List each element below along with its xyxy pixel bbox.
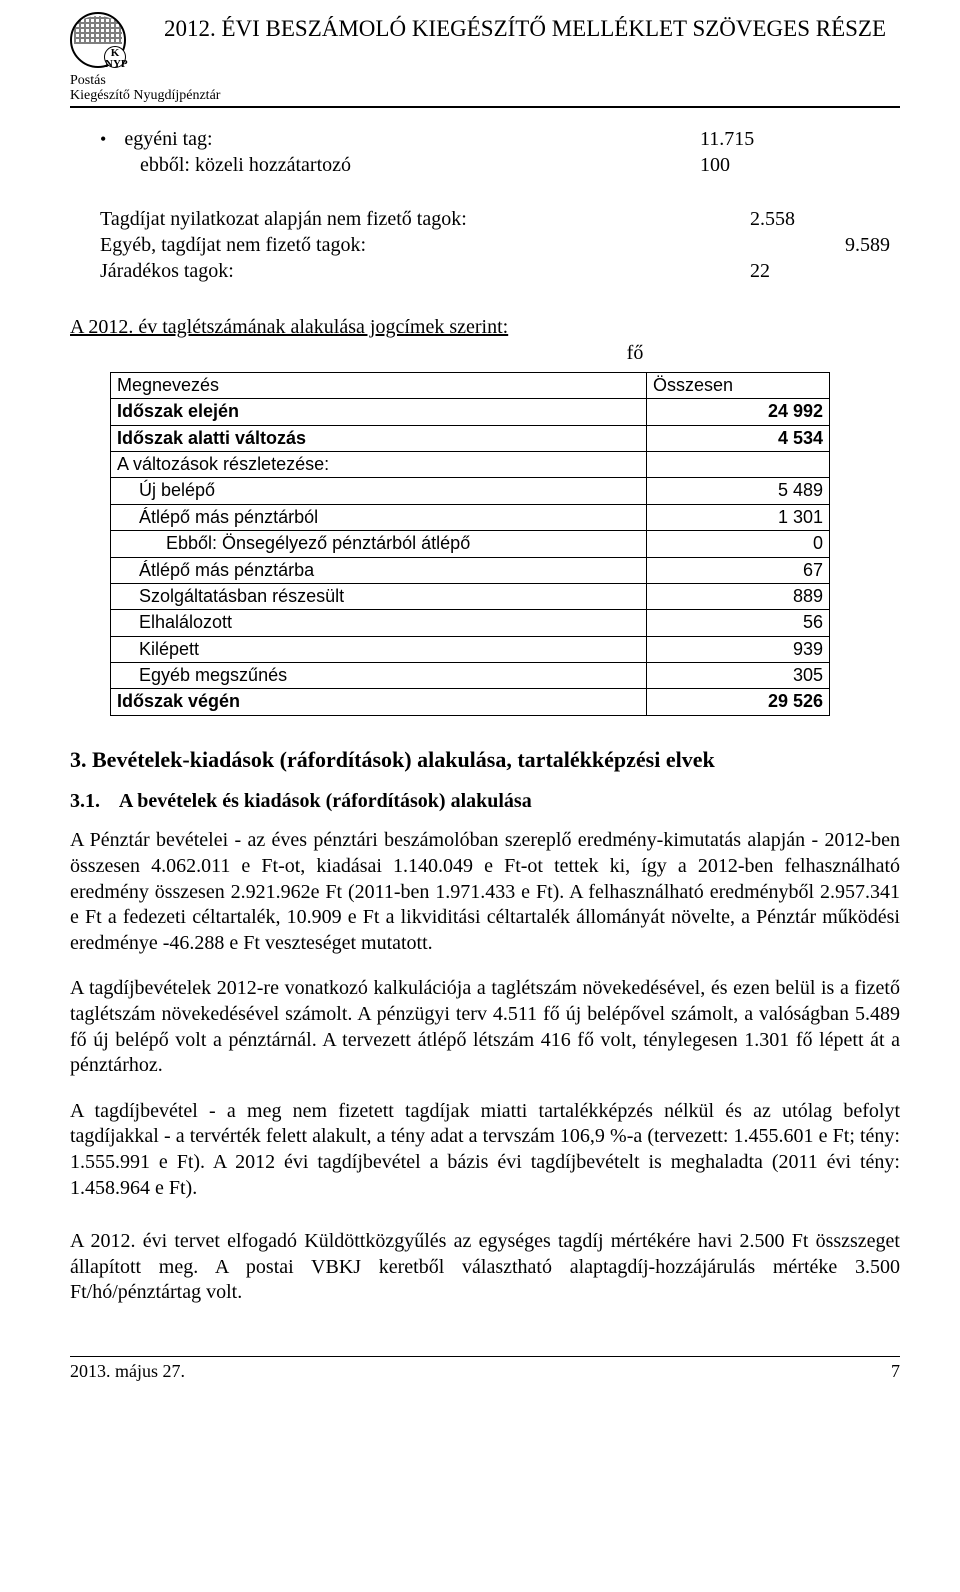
table-cell-value: 889 (647, 583, 830, 609)
table-cell-value: 29 526 (647, 689, 830, 715)
table-cell-value: 5 489 (647, 478, 830, 504)
table-cell-value: 1 301 (647, 504, 830, 530)
label-tagdij-nyilatkozat: Tagdíjat nyilatkozat alapján nem fizető … (100, 206, 750, 232)
paragraph-1: A Pénztár bevételei - az éves pénztári b… (70, 828, 900, 956)
table-cell-value: 0 (647, 531, 830, 557)
table-cell-value: 939 (647, 636, 830, 662)
table-cell-label: Időszak alatti változás (111, 425, 647, 451)
table-cell-label: Elhalálozott (111, 610, 647, 636)
table-cell-label: Időszak végén (111, 689, 647, 715)
footer-page: 7 (891, 1360, 900, 1383)
table-cell-value: 56 (647, 610, 830, 636)
table-cell-value: 67 (647, 557, 830, 583)
table-cell-label: Időszak elején (111, 399, 647, 425)
table-cell-value (647, 451, 830, 477)
sublogo-line1: Postás (70, 73, 106, 88)
paragraph-4: A 2012. évi tervet elfogadó Küldöttközgy… (70, 1229, 900, 1306)
value-kozeli: 100 (680, 152, 900, 178)
table-cell-label: Átlépő más pénztárból (111, 504, 647, 530)
table-cell-label: Átlépő más pénztárba (111, 557, 647, 583)
header-rule (70, 106, 900, 108)
table-cell-value: 4 534 (647, 425, 830, 451)
table-cell-value: 305 (647, 663, 830, 689)
value-egyeb-nemfizeto: 9.589 (750, 232, 900, 258)
table-cell-label: Megnevezés (111, 372, 647, 398)
sublogo-line2: Kiegészítő Nyugdíjpénztár (70, 88, 220, 103)
table-cell-value: 24 992 (647, 399, 830, 425)
label-kozeli: ebből: közeli hozzátartozó (140, 152, 351, 178)
table-cell-label: Szolgáltatásban részesült (111, 583, 647, 609)
table-cell-label: Kilépett (111, 636, 647, 662)
fo-label: fő (370, 340, 900, 366)
bullet-item-egyeni: egyéni tag: (100, 126, 213, 152)
logo: K NYP (70, 12, 150, 75)
table-cell-value: Összesen (647, 372, 830, 398)
logo-circle: K NYP (70, 12, 126, 68)
logo-text: K NYP (104, 46, 126, 68)
table-title: A 2012. év taglétszámának alakulása jogc… (70, 316, 508, 338)
value-jaradekos: 22 (732, 258, 900, 284)
page-title: 2012. ÉVI BESZÁMOLÓ KIEGÉSZÍTŐ MELLÉKLET… (150, 12, 900, 44)
value-tagdij-nyilatkozat: 2.558 (750, 206, 900, 232)
section-3-1-title: A bevételek és kiadások (ráfordítások) a… (119, 790, 532, 812)
table-cell-label: Új belépő (111, 478, 647, 504)
table-cell-label: Egyéb megszűnés (111, 663, 647, 689)
table-cell-label: Ebből: Önsegélyező pénztárból átlépő (111, 531, 647, 557)
membership-table: MegnevezésÖsszesenIdőszak elején24 992Id… (110, 372, 830, 716)
label-jaradekos: Járadékos tagok: (100, 258, 732, 284)
paragraph-3: A tagdíjbevétel - a meg nem fizetett tag… (70, 1099, 900, 1201)
section-3-1-num: 3.1. (70, 790, 100, 812)
value-egyeni: 11.715 (700, 126, 900, 152)
label-egyeb-nemfizeto: Egyéb, tagdíjat nem fizető tagok: (100, 232, 750, 258)
section-3-title: 3. Bevételek-kiadások (ráfordítások) ala… (70, 746, 900, 775)
table-cell-label: A változások részletezése: (111, 451, 647, 477)
paragraph-2: A tagdíjbevételek 2012-re vonatkozó kalk… (70, 976, 900, 1078)
footer-date: 2013. május 27. (70, 1360, 185, 1383)
